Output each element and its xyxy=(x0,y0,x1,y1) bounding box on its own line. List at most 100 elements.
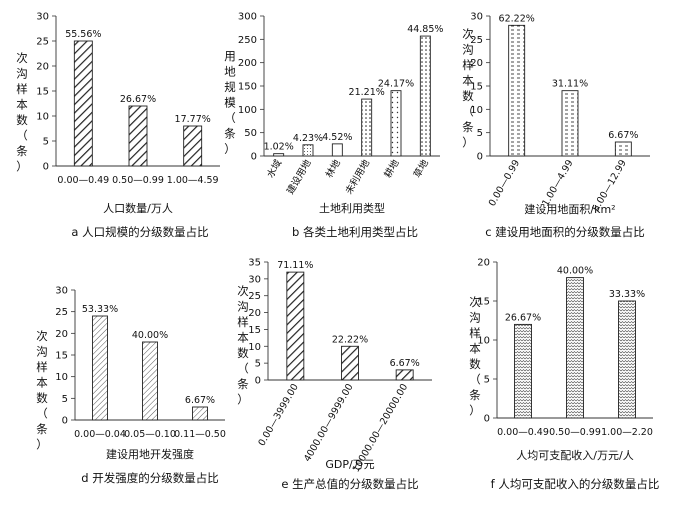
category-label: 0.05—0.10 xyxy=(124,429,176,440)
bar xyxy=(514,323,532,419)
y-tick-label: 10 xyxy=(248,342,261,353)
data-label: 62.22% xyxy=(499,13,535,24)
data-label: 53.33% xyxy=(82,304,118,315)
category-label: 0.50—0.99 xyxy=(112,175,164,186)
data-label: 4.52% xyxy=(322,132,352,143)
bar xyxy=(331,143,343,157)
category-label: 1.00—4.99 xyxy=(540,158,575,208)
category-label: 0.00—0.49 xyxy=(57,175,109,186)
category-label: 草地 xyxy=(411,157,431,180)
x-axis-label: 人均可支配收入/万元/人 xyxy=(516,448,633,462)
y-tick-label: 100 xyxy=(238,105,257,116)
category-label: 水域 xyxy=(264,157,284,180)
chart-panel-b: 0 50 100 150 200 250 300 1.02% 水域 4.23% 建设用地 4.52% 林… xyxy=(224,12,443,240)
y-tick-label: 0 xyxy=(62,416,68,427)
y-tick-label: 200 xyxy=(238,58,257,69)
y-tick-label: 0 xyxy=(251,152,257,163)
y-tick-label: 25 xyxy=(248,291,261,302)
y-tick-label: 15 xyxy=(248,325,261,336)
x-axis-label: 建设用地开发强度 xyxy=(106,447,194,461)
y-tick-label: 5 xyxy=(62,394,68,405)
y-axis-label: 次沟样本数（条） xyxy=(469,295,481,418)
y-tick-label: 10 xyxy=(55,372,68,383)
y-tick-label: 30 xyxy=(248,274,261,285)
x-axis-label: 建设用地面积/km² xyxy=(524,202,615,216)
bar xyxy=(561,90,579,157)
category-label: 未利用地 xyxy=(343,157,373,196)
bar xyxy=(390,90,402,157)
y-tick-label: 20 xyxy=(36,62,49,73)
y-tick-label: 250 xyxy=(238,35,257,46)
panel-caption: d 开发强度的分级数量占比 xyxy=(81,471,218,485)
y-tick-label: 20 xyxy=(248,308,261,319)
data-label: 33.33% xyxy=(609,289,645,300)
data-label: 1.02% xyxy=(264,142,294,153)
bar xyxy=(618,300,636,419)
y-tick-label: 0 xyxy=(43,162,49,173)
category-label: 0.00—0.04 xyxy=(74,429,126,440)
y-axis-label: 用地规模（条） xyxy=(224,49,236,156)
data-label: 21.21% xyxy=(349,87,385,98)
chart-panel-a: 0 5 10 15 20 25 30 55.56% 0.00—0.49 26.67% 0.50—0.… xyxy=(16,12,220,239)
data-label: 55.56% xyxy=(65,29,101,40)
y-tick-label: 150 xyxy=(238,82,257,93)
category-label: 0.00—3999.00 xyxy=(256,382,300,448)
y-tick-label: 30 xyxy=(55,286,68,297)
category-label: 1.00—2.20 xyxy=(601,427,653,438)
panel-caption: a 人口规模的分级数量占比 xyxy=(71,225,208,239)
y-axis-label: 次沟样本数（条） xyxy=(36,329,48,452)
data-label: 6.67% xyxy=(608,130,638,141)
y-axis-label: 次沟样本数（条） xyxy=(462,27,474,150)
data-label: 40.00% xyxy=(557,266,593,277)
x-axis-label: 土地利用类型 xyxy=(319,201,385,215)
y-tick-label: 15 xyxy=(55,351,68,362)
panel-caption: e 生产总值的分级数量占比 xyxy=(281,477,418,491)
chart-panel-e: 0 5 10 15 20 25 30 35 71.11% 0.00—3999.00 22.22% 40… xyxy=(237,258,432,491)
y-tick-label: 300 xyxy=(238,12,257,23)
y-tick-label: 0 xyxy=(255,376,261,387)
y-tick-label: 50 xyxy=(244,128,257,139)
x-axis-label: GDP/万元 xyxy=(325,458,374,471)
data-label: 17.77% xyxy=(175,114,211,125)
y-tick-label: 10 xyxy=(470,105,483,116)
category-label: 4000.00—9999.00 xyxy=(302,382,356,464)
data-label: 44.85% xyxy=(407,24,443,35)
y-axis-label: 次沟样本数（条） xyxy=(16,51,28,174)
category-label: 0.11—0.50 xyxy=(174,429,226,440)
bar xyxy=(508,24,526,157)
y-tick-label: 30 xyxy=(36,12,49,23)
category-label: 0.50—0.99 xyxy=(549,427,601,438)
data-label: 71.11% xyxy=(277,260,313,271)
data-label: 40.00% xyxy=(132,330,168,341)
bar xyxy=(302,144,314,157)
bar xyxy=(361,98,373,157)
data-label: 4.23% xyxy=(293,133,323,144)
y-tick-label: 10 xyxy=(36,112,49,123)
y-tick-label: 0 xyxy=(477,152,483,163)
data-label: 26.67% xyxy=(505,312,541,323)
panel-caption: c 建设用地面积的分级数量占比 xyxy=(485,225,644,239)
y-tick-label: 35 xyxy=(248,258,261,269)
y-tick-label: 15 xyxy=(470,82,483,93)
category-label: 0.00—0.99 xyxy=(487,158,522,208)
data-label: 6.67% xyxy=(185,395,215,406)
panel-caption: b 各类土地利用类型占比 xyxy=(292,225,418,239)
bar xyxy=(273,153,285,157)
y-tick-label: 0 xyxy=(484,414,490,425)
bar xyxy=(128,105,148,167)
y-tick-label: 15 xyxy=(36,87,49,98)
y-tick-label: 20 xyxy=(55,329,68,340)
bar xyxy=(419,35,431,157)
category-label: 林地 xyxy=(323,157,343,180)
y-tick-label: 10 xyxy=(477,336,490,347)
chart-panel-d: 0 5 10 15 20 25 30 53.33% 0.00—0.04 40.00% 0.05—0.… xyxy=(36,286,226,486)
category-label: 耕地 xyxy=(382,157,402,180)
y-tick-label: 20 xyxy=(470,58,483,69)
y-tick-label: 25 xyxy=(55,307,68,318)
bar xyxy=(142,341,158,421)
bar xyxy=(73,40,93,167)
category-label: 0.00—0.49 xyxy=(497,427,549,438)
data-label: 24.17% xyxy=(378,79,414,90)
